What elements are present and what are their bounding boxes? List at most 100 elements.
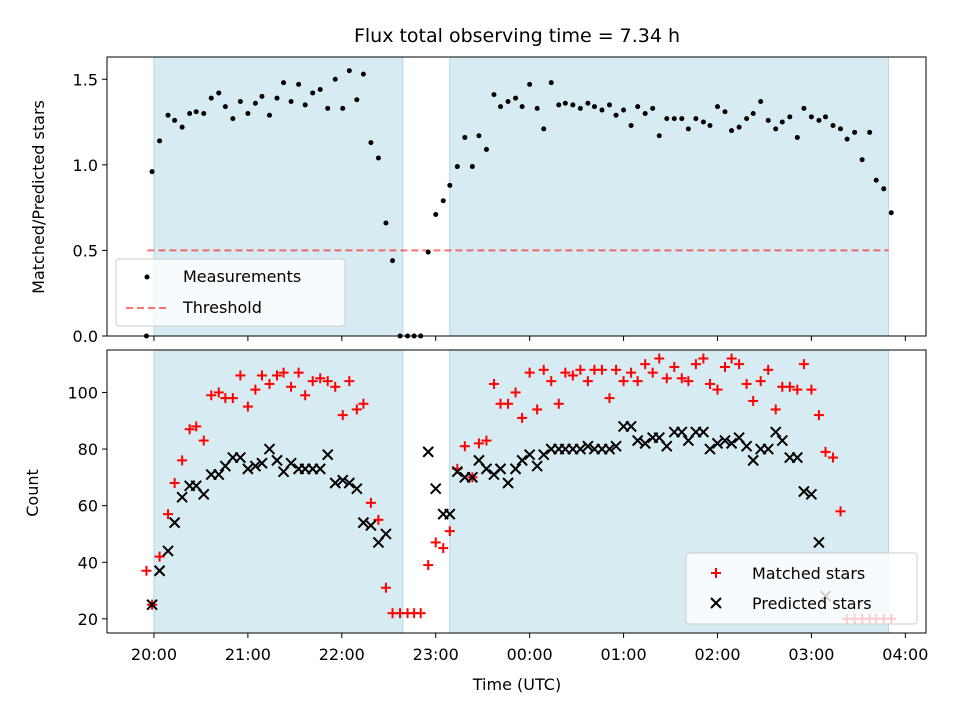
measurement-point [245,110,251,116]
measurement-point [296,81,302,87]
bottom-legend-box [685,552,918,625]
predicted-star-point [351,482,363,495]
matched-star-point [264,378,275,389]
measurement-point [779,119,785,125]
matched-star-point [213,387,224,398]
matched-star-point [227,393,238,404]
measurement-point [302,102,308,108]
matched-star-point [423,560,434,571]
matched-star-point [734,359,745,370]
measurement-point [888,210,894,216]
matched-star-point [524,367,535,378]
matched-star-point [198,435,209,446]
measurement-point [179,124,185,130]
matched-star-point [755,376,766,387]
predicted-star-point [466,471,479,484]
matched-star-point [683,376,694,387]
matched-star-point [763,364,774,375]
measurement-point [454,164,460,170]
measurement-point [570,102,576,108]
matched-star-point [712,384,723,395]
matched-star-point [163,509,174,520]
y-tick-label: 40 [78,553,98,572]
x-tick-label: 01:00 [601,645,647,664]
matched-star-point [618,376,629,387]
predicted-star-point [676,426,688,438]
measurement-point [368,140,374,146]
predicted-star-point [725,437,738,450]
x-tick-label: 21:00 [225,645,271,664]
measurement-point [744,116,750,122]
y-tick-label: 1.0 [73,156,98,175]
matched-star-point [698,353,709,364]
measurement-point [685,126,691,132]
predicted-star-point [365,519,377,532]
measurement-point [288,99,294,105]
predicted-star-point [770,426,782,438]
matched-star-point [654,353,665,364]
predicted-star-point [791,451,804,464]
top-legend-box [115,258,346,327]
matched-star-point [300,390,311,401]
measurement-point [585,100,591,106]
measurement-point [838,126,844,132]
legend-predicted-label: Predicted stars [752,594,872,613]
matched-star-point [726,353,737,364]
x-tick-label: 20:00 [131,645,177,664]
matched-star-point [661,373,672,384]
predicted-star-point [285,457,297,469]
predicted-star-point [430,482,442,495]
matched-star-point [720,361,731,372]
measurement-point [346,68,352,74]
matched-star-point [820,446,831,457]
matched-star-point [430,537,441,548]
matched-star-point [365,497,376,508]
top-panel: 0.0 0.5 1.0 1.5 Matched/Predicted stars Mea… [29,56,927,346]
measurement-point [157,138,163,144]
measurement-point [852,129,858,135]
measurement-point [498,104,504,110]
x-axis-label: Time (UTC) [472,675,561,694]
measurement-point [773,126,779,132]
matched-star-point [784,381,795,392]
matched-star-point [532,404,543,415]
measurement-point [274,95,280,101]
measurement-point [844,136,850,142]
bottom-legend: Matched stars Predicted stars [685,552,918,625]
predicted-star-point [747,454,759,467]
measurement-point [671,116,677,122]
matched-star-point [741,378,752,389]
measurement-point [165,112,171,118]
matched-star-point [184,424,195,435]
measurement-point [679,116,685,122]
measurement-point [310,90,316,96]
matched-star-point [575,364,586,375]
measurement-point [881,186,887,192]
measurement-point [707,122,713,128]
legend-predicted-marker [710,597,722,609]
shaded-interval-0 [153,349,404,634]
top-y-axis: 0.0 0.5 1.0 1.5 [73,70,107,346]
predicted-star-point [176,491,188,503]
bottom-panel: 20 40 60 80 100 20:00 21:00 22:00 23:00 00:00 01:… [23,349,928,694]
measurement-point [469,164,475,170]
matched-star-point [517,412,528,423]
matched-star-point [242,401,253,412]
predicted-star-point [523,449,536,461]
bottom-y-axis: 20 40 60 80 100 [67,383,107,629]
matched-star-point [169,478,180,489]
predicted-star-point [249,460,262,472]
measurement-point [375,155,381,161]
measurement-point [628,122,634,128]
measurement-point [642,110,648,116]
predicted-star-point [480,463,493,475]
chart-title: Flux total observing time = 7.34 h [354,25,680,47]
matched-star-point [351,404,362,415]
measurement-point [548,80,554,86]
matched-star-point [337,410,348,421]
measurement-point [360,71,366,77]
y-tick-label: 60 [78,497,98,516]
matched-star-point [596,364,607,375]
matched-star-point [604,393,615,404]
top-x-ticks [153,336,906,341]
